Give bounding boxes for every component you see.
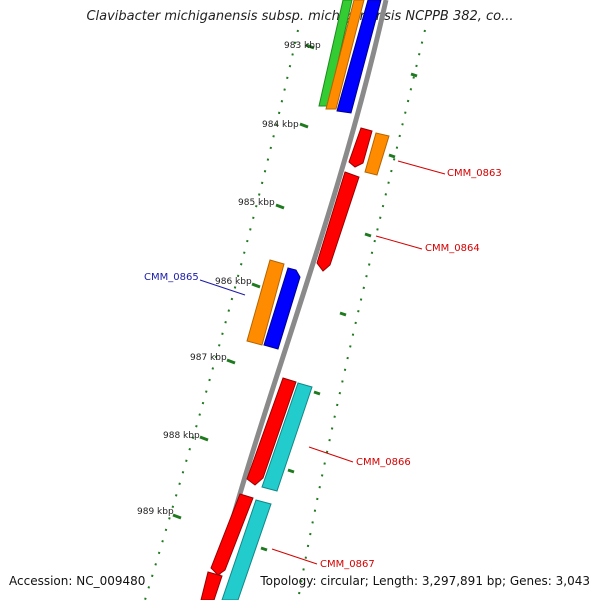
tick-label-986: 986 kbp <box>215 277 252 287</box>
label-leader-cmm-0867 <box>271 548 318 565</box>
gene-feature-red[interactable] <box>210 493 254 576</box>
tick-mark <box>226 358 236 365</box>
outer-tick <box>364 232 372 238</box>
accession-text: Accession: NC_009480 <box>9 574 146 588</box>
tick-label-988: 988 kbp <box>163 431 200 441</box>
outer-dotted-track <box>297 29 426 600</box>
gene-label-cmm-0864[interactable]: CMM_0864 <box>425 243 480 254</box>
tick-label-987: 987 kbp <box>190 353 227 363</box>
tick-mark <box>199 435 209 442</box>
gene-feature-orange[interactable] <box>246 259 285 346</box>
gene-feature-red[interactable] <box>246 377 297 486</box>
outer-tick <box>287 468 295 474</box>
gene-label-cmm-0867[interactable]: CMM_0867 <box>320 559 375 570</box>
gene-feature-blue[interactable] <box>336 0 382 114</box>
gene-feature-cyan[interactable] <box>261 382 313 492</box>
gene-feature-red[interactable] <box>348 127 373 168</box>
tick-label-983: 983 kbp <box>284 41 321 51</box>
gene-feature-orange[interactable] <box>364 132 390 176</box>
gene-feature-cyan[interactable] <box>221 499 272 600</box>
gene-label-cmm-0866[interactable]: CMM_0866 <box>356 457 411 468</box>
outer-tick <box>388 153 396 159</box>
label-leader-cmm-0864 <box>375 235 423 250</box>
gene-label-cmm-0863[interactable]: CMM_0863 <box>447 168 502 179</box>
gene-label-cmm-0865[interactable]: CMM_0865 <box>144 272 199 283</box>
tick-label-984: 984 kbp <box>262 120 299 130</box>
label-leader-cmm-0866 <box>308 446 354 463</box>
tick-mark <box>275 203 285 210</box>
label-leader-cmm-0865 <box>199 279 246 296</box>
outer-tick <box>339 311 347 317</box>
tick-mark <box>172 513 182 520</box>
gene-feature-red[interactable] <box>316 171 360 272</box>
genome-summary-text: Topology: circular; Length: 3,297,891 bp… <box>260 574 590 588</box>
gene-feature-orange[interactable] <box>325 0 365 110</box>
gene-feature-blue[interactable] <box>263 267 301 350</box>
scale-ticks <box>172 43 418 552</box>
gene-feature-red[interactable] <box>200 571 223 600</box>
label-leader-cmm-0863 <box>397 160 446 175</box>
tick-mark <box>305 43 315 50</box>
outer-tick <box>410 72 418 78</box>
tick-mark <box>251 282 261 289</box>
tick-label-985: 985 kbp <box>238 198 275 208</box>
outer-tick <box>313 390 321 396</box>
outer-tick <box>260 546 268 552</box>
map-title: Clavibacter michiganensis subsp. michiga… <box>86 9 514 24</box>
tick-label-989: 989 kbp <box>137 507 174 517</box>
tick-mark <box>299 122 309 129</box>
